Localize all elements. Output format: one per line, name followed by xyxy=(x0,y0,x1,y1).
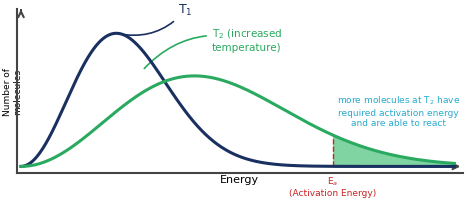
Y-axis label: Number of
molecules: Number of molecules xyxy=(3,68,22,116)
Text: more molecules at T$_2$ have
required activation energy
and are able to react: more molecules at T$_2$ have required ac… xyxy=(337,94,460,128)
Text: T$_1$: T$_1$ xyxy=(119,3,193,36)
X-axis label: Energy: Energy xyxy=(220,175,259,185)
Text: E$_a$
(Activation Energy): E$_a$ (Activation Energy) xyxy=(290,175,377,197)
Text: T$_2$ (increased
temperature): T$_2$ (increased temperature) xyxy=(144,27,282,69)
